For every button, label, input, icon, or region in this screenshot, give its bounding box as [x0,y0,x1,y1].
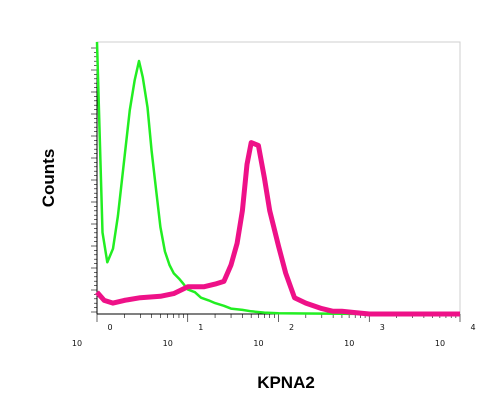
series-magenta-line [95,140,460,317]
x-tick-label-base: 10 [344,339,354,348]
x-tick-label-exponent: 1 [198,323,203,332]
y-axis-label: Counts [39,149,58,208]
x-tick-label-base: 10 [163,339,173,348]
x-tick-labels: 10 0 10 1 10 2 10 3 10 4 [72,323,476,348]
series-green-line [95,41,460,316]
x-tick-label-exponent: 3 [380,323,385,332]
series-layer [95,41,460,317]
x-axis-label: KPNA2 [257,373,315,392]
x-tick-label-exponent: 2 [289,323,294,332]
x-tick-label-base: 10 [253,339,263,348]
x-tick-label-exponent: 0 [107,323,112,332]
plot-frame [96,41,461,315]
x-tick-label-base: 10 [435,339,445,348]
x-tick-label-exponent: 4 [470,323,475,332]
x-tick-label-base: 10 [72,339,82,348]
y-ticks [91,47,97,313]
